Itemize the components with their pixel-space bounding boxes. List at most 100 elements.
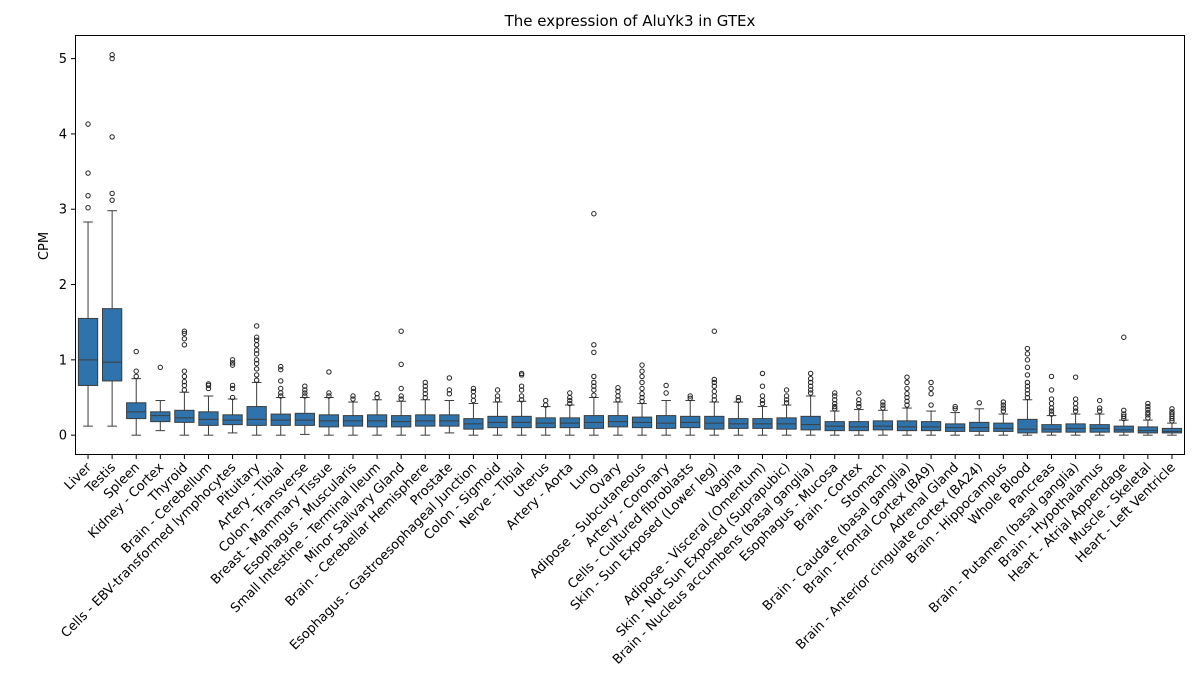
outlier-point	[398, 396, 404, 402]
outlier-point	[85, 205, 91, 211]
outlier-point	[85, 192, 91, 199]
outlier-point	[832, 397, 838, 403]
outlier-point	[856, 390, 862, 396]
outlier-point	[253, 323, 260, 329]
outlier-point	[591, 373, 597, 380]
box-group	[463, 385, 484, 436]
outlier-point	[904, 398, 910, 404]
outlier-point	[1024, 364, 1031, 371]
outlier-point	[253, 372, 260, 378]
outlier-point	[1024, 357, 1031, 363]
box-iqr	[848, 421, 869, 432]
outlier-point	[711, 383, 718, 389]
outlier-point	[735, 394, 742, 401]
box-iqr	[920, 421, 942, 432]
boxes-layer	[77, 52, 1183, 436]
outlier-point	[326, 369, 332, 375]
outlier-point	[253, 377, 260, 383]
outlier-point	[181, 336, 188, 342]
outlier-point	[518, 387, 525, 393]
outlier-point	[904, 402, 910, 408]
outlier-point	[711, 397, 718, 403]
outlier-point	[567, 397, 573, 404]
outlier-point	[109, 55, 115, 62]
outlier-point	[1145, 400, 1151, 407]
outlier-point	[205, 381, 212, 387]
outlier-point	[278, 393, 284, 399]
outlier-point	[1072, 374, 1079, 380]
outlier-point	[181, 373, 188, 380]
outlier-point	[278, 366, 284, 373]
outlier-point	[109, 190, 115, 197]
outlier-point	[109, 134, 115, 140]
y-axis: 0 1 2 3 4 5	[59, 52, 76, 444]
box-group	[607, 385, 629, 436]
outlier-point	[687, 395, 693, 401]
box-group	[1137, 400, 1159, 436]
outlier-point	[1072, 408, 1079, 414]
outlier-point	[1145, 415, 1151, 421]
outlier-point	[398, 328, 404, 334]
outlier-point	[518, 393, 525, 399]
outlier-point	[1169, 406, 1175, 412]
outlier-point	[759, 400, 766, 407]
outlier-point	[398, 393, 404, 399]
box-group	[198, 381, 219, 436]
outlier-point	[1000, 405, 1007, 411]
box-group	[631, 362, 653, 436]
outlier-point	[952, 403, 958, 410]
outlier-point	[615, 385, 621, 391]
outlier-point	[278, 378, 284, 384]
outlier-point	[928, 385, 934, 392]
outlier-point	[494, 387, 501, 393]
outlier-point	[735, 397, 742, 404]
plot-frame	[75, 35, 1185, 455]
outlier-point	[880, 399, 886, 405]
outlier-point	[1048, 396, 1055, 402]
outlier-point	[904, 394, 910, 401]
outlier-point	[807, 375, 814, 382]
outlier-point	[1072, 400, 1079, 407]
outlier-point	[350, 393, 356, 399]
outlier-point	[326, 393, 332, 399]
box-group	[1113, 334, 1134, 436]
outlier-point	[133, 348, 139, 355]
outlier-point	[229, 357, 236, 363]
outlier-point	[711, 388, 718, 395]
box-iqr	[246, 406, 267, 426]
outlier-point	[133, 373, 139, 380]
outlier-point	[181, 382, 188, 389]
outlier-point	[1096, 405, 1103, 411]
box-group	[945, 403, 966, 436]
outlier-point	[904, 374, 910, 380]
outlier-point	[1096, 408, 1103, 414]
outlier-point	[856, 400, 862, 407]
outlier-point	[1024, 391, 1031, 397]
box-group	[872, 399, 894, 436]
outlier-point	[928, 379, 934, 386]
box-group	[511, 370, 532, 436]
outlier-point	[133, 368, 139, 374]
outlier-point	[615, 397, 621, 403]
outlier-point	[181, 330, 188, 337]
box-iqr	[77, 317, 99, 386]
outlier-point	[253, 360, 260, 367]
box-group	[728, 394, 749, 436]
box-group	[993, 399, 1014, 436]
box-iqr	[294, 412, 315, 426]
outlier-point	[302, 393, 308, 399]
outlier-point	[567, 400, 573, 407]
box-group	[391, 328, 412, 436]
box-group	[896, 374, 918, 436]
y-axis-label: CPM	[37, 232, 52, 260]
outlier-point	[157, 364, 164, 371]
outlier-point	[639, 385, 645, 392]
outlier-point	[326, 390, 332, 396]
outlier-point	[229, 385, 236, 392]
outlier-point	[85, 121, 91, 127]
box-iqr	[1041, 424, 1062, 433]
box-group	[366, 391, 388, 436]
box-group	[318, 369, 340, 436]
outlier-point	[398, 361, 404, 368]
